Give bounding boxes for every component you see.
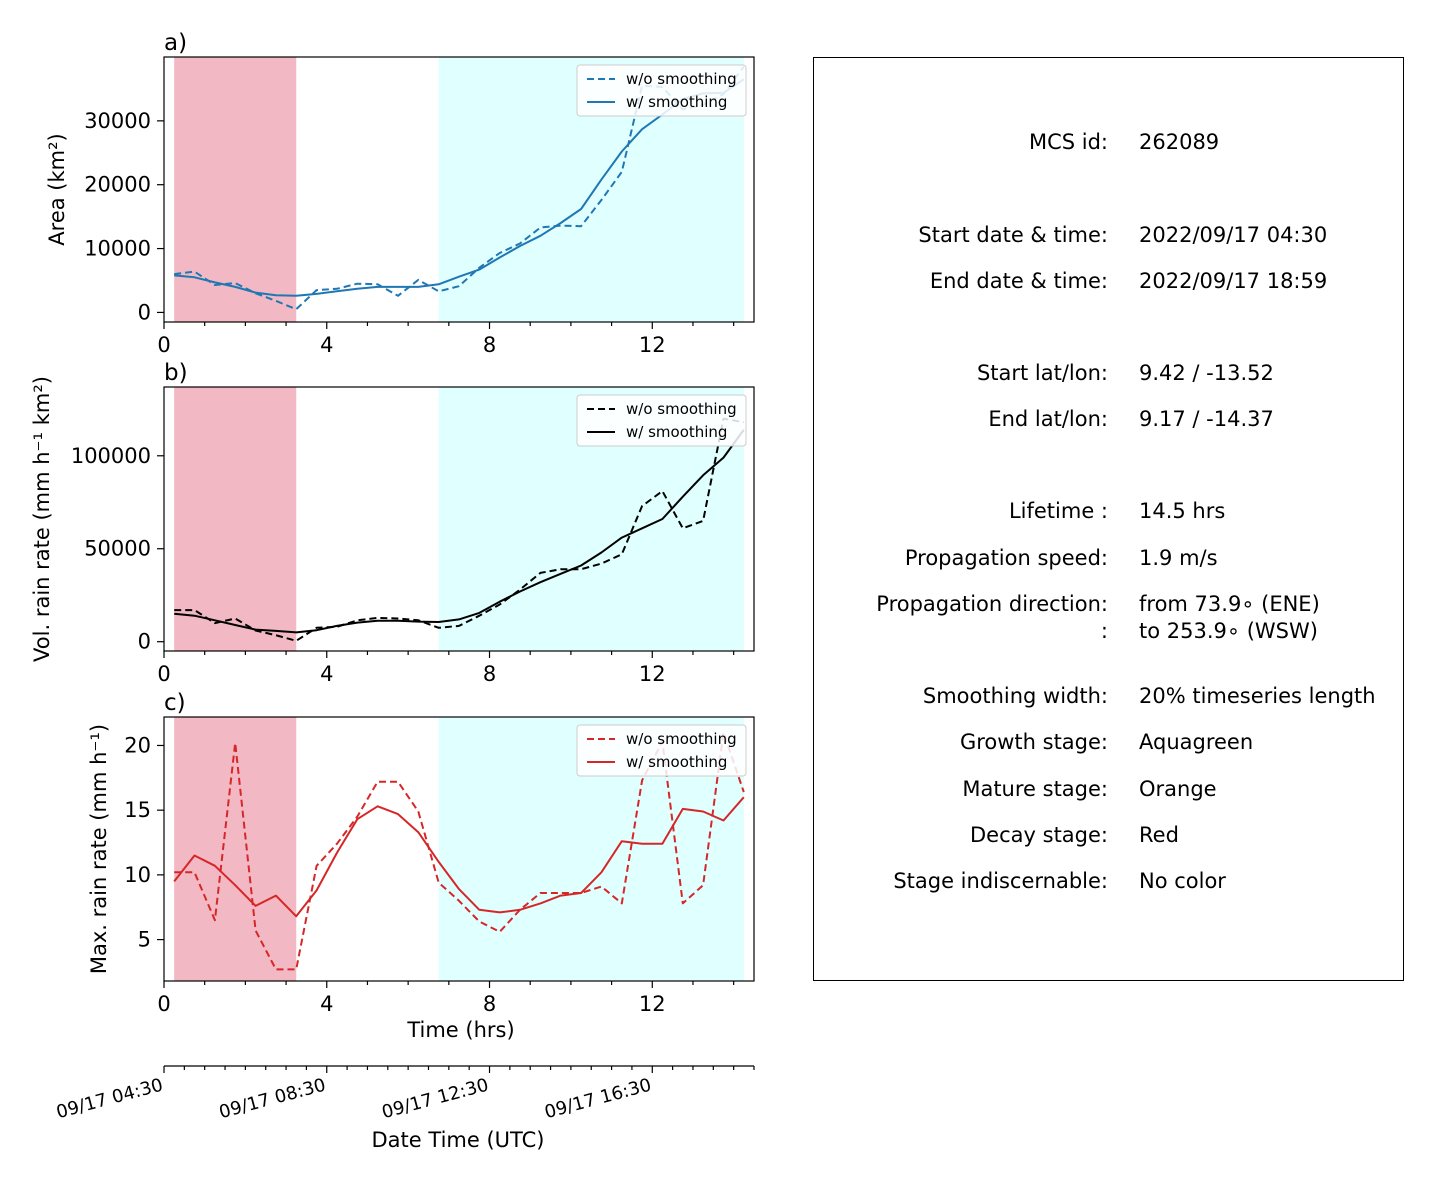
series-line-unsmoothed: [174, 417, 744, 642]
x-tick-label: 0: [157, 662, 170, 686]
x-tick-label: 4: [320, 992, 333, 1016]
info-label: End lat/lon:: [988, 407, 1108, 431]
legend-box: [576, 724, 747, 777]
x-tick-label: 0: [157, 992, 170, 1016]
y-tick-label: 50000: [84, 537, 151, 561]
info-value: Red: [1139, 823, 1179, 847]
panel-label: b): [164, 360, 188, 386]
y-tick-label: 10: [124, 863, 151, 887]
info-value: 1.9 m/s: [1139, 546, 1218, 570]
info-label: Growth stage:: [959, 730, 1108, 754]
x-tick-label: 8: [483, 662, 496, 686]
series-line-smoothed: [174, 429, 745, 634]
stage-shading-decay: [174, 387, 297, 651]
x-tick-label: 12: [639, 333, 666, 357]
legend-entry-label: w/ smoothing: [626, 93, 727, 111]
info-value: 2022/09/17 18:59: [1139, 269, 1328, 293]
date-axis-tick-label: 09/17 04:30: [54, 1075, 165, 1124]
date-axis-tick-label: 09/17 08:30: [217, 1075, 328, 1124]
info-value: No color: [1139, 869, 1226, 893]
x-tick-label: 8: [483, 992, 496, 1016]
info-label: Lifetime :: [1008, 499, 1108, 523]
legend-entry-label: w/o smoothing: [626, 400, 737, 418]
panel-label: a): [164, 30, 187, 56]
x-tick-label: 8: [483, 333, 496, 357]
y-tick-label: 10000: [84, 237, 151, 261]
legend-box: [576, 64, 747, 117]
info-value: 14.5 hrs: [1139, 499, 1226, 523]
legend-entry-label: w/o smoothing: [626, 70, 737, 88]
date-axis-label: Date Time (UTC): [372, 1128, 545, 1152]
y-tick-label: 20: [124, 733, 151, 757]
y-tick-label: 0: [138, 630, 151, 654]
y-tick-label: 15: [124, 798, 151, 822]
info-label: End date & time:: [929, 269, 1108, 293]
date-axis-tick-label: 09/17 16:30: [542, 1075, 653, 1124]
plot-frame: [163, 716, 755, 982]
info-label: Start date & time:: [918, 223, 1108, 247]
series-line-smoothed: [174, 78, 745, 297]
info-value: from 73.9∘ (ENE): [1139, 592, 1320, 616]
x-axis-label: Time (hrs): [406, 1018, 514, 1042]
y-tick-label: 20000: [84, 173, 151, 197]
info-label: Start lat/lon:: [976, 361, 1108, 385]
series-line-unsmoothed: [174, 731, 745, 971]
info-label: :: [1100, 619, 1108, 643]
info-value: 20% timeseries length: [1139, 684, 1376, 708]
legend-entry-label: w/ smoothing: [626, 423, 727, 441]
y-tick-label: 30000: [84, 109, 151, 133]
info-label: Propagation direction:: [876, 592, 1108, 616]
x-tick-label: 0: [157, 333, 170, 357]
y-tick-label: 100000: [71, 444, 151, 468]
info-value: 2022/09/17 04:30: [1139, 223, 1328, 247]
y-tick-label: 0: [138, 300, 151, 324]
info-value: Aquagreen: [1139, 730, 1254, 754]
y-axis-label: Vol. rain rate (mm h⁻¹ km²): [30, 376, 54, 662]
legend-box: [576, 394, 747, 447]
mcs-info-panel: MCS id: 262089 Start date & time: 2022/0…: [813, 57, 1404, 981]
series-line-smoothed: [173, 796, 745, 918]
info-value: to 253.9∘ (WSW): [1139, 619, 1318, 643]
info-label: Mature stage:: [962, 777, 1108, 801]
info-label: Stage indiscernable:: [893, 869, 1108, 893]
legend-entry-label: w/ smoothing: [626, 753, 727, 771]
info-value: 262089: [1139, 130, 1220, 154]
y-axis-label: Area (km²): [45, 133, 69, 245]
date-axis-tick-label: 09/17 12:30: [380, 1075, 491, 1124]
x-tick-label: 4: [320, 662, 333, 686]
x-tick-label: 12: [639, 992, 666, 1016]
plot-frame: [163, 386, 755, 652]
info-value: 9.42 / -13.52: [1139, 361, 1274, 385]
stage-shading-decay: [174, 57, 297, 322]
info-label: Smoothing width:: [922, 684, 1108, 708]
info-label: Decay stage:: [970, 823, 1108, 847]
y-axis-label: Max. rain rate (mm h⁻¹): [87, 724, 111, 974]
plot-frame: [163, 56, 755, 323]
legend-entry-label: w/o smoothing: [626, 730, 737, 748]
info-label: MCS id:: [1028, 130, 1108, 154]
y-tick-label: 5: [138, 928, 151, 952]
info-label: Propagation speed:: [904, 546, 1108, 570]
x-tick-label: 12: [639, 662, 666, 686]
panel-label: c): [164, 690, 186, 716]
x-tick-label: 4: [320, 333, 333, 357]
info-value: 9.17 / -14.37: [1139, 407, 1274, 431]
stage-shading-decay: [174, 717, 297, 981]
info-value: Orange: [1139, 777, 1217, 801]
